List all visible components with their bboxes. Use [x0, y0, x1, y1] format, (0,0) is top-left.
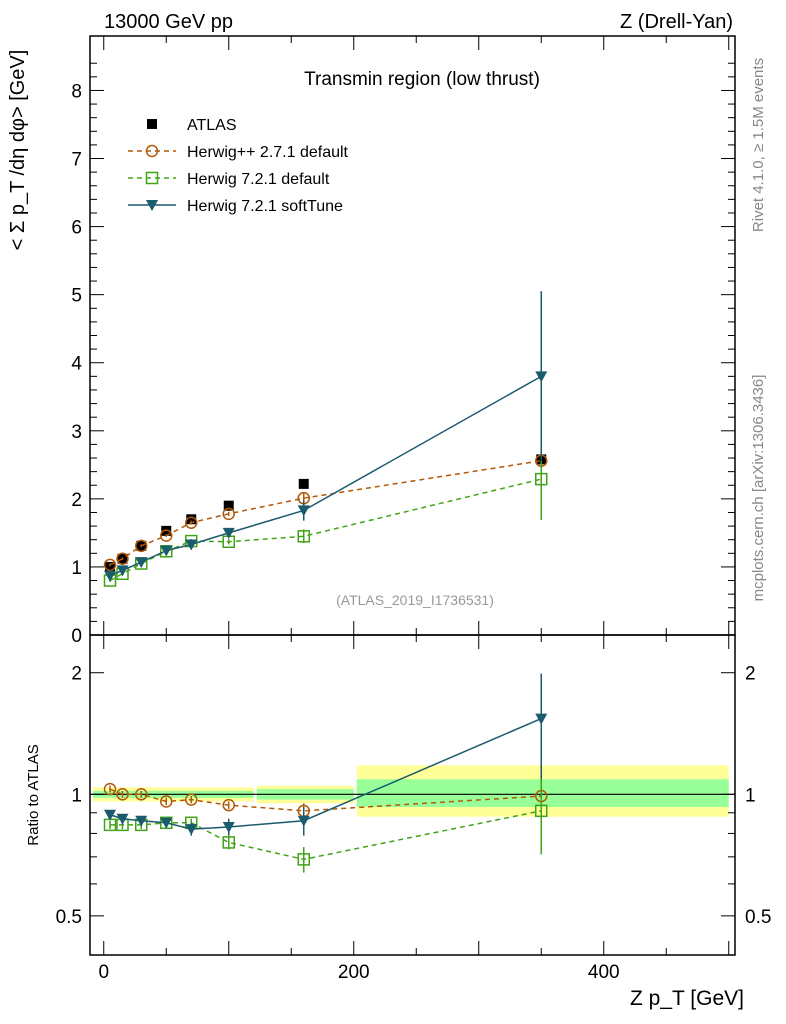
data-point: [223, 500, 234, 511]
uncertainty-band-inner: [356, 779, 729, 808]
mcplots-label: mcplots.cern.ch [arXiv:1306.3436]: [750, 375, 767, 602]
header-left: 13000 GeV pp: [104, 11, 233, 33]
y-tick-label: 4: [71, 354, 82, 375]
legend-label: Herwig 7.2.1 softTune: [187, 198, 343, 215]
legend-marker: [147, 119, 157, 129]
data-point: [185, 516, 198, 529]
y-tick-label: 1: [71, 558, 82, 579]
data-point: [222, 527, 235, 539]
data-point: [297, 505, 310, 517]
data-point: [160, 529, 173, 542]
ratio-data-point: [185, 824, 198, 836]
series-line: [109, 478, 542, 582]
data-point: [185, 539, 198, 551]
header-right: Z (Drell-Yan): [620, 11, 733, 33]
ratio-y-tick-label-right: 1: [745, 785, 756, 806]
ratio-data-point: [185, 793, 198, 806]
ratio-y-tick-label-right: 2: [745, 664, 756, 685]
data-point: [160, 545, 173, 557]
ratio-data-point: [160, 817, 173, 829]
y-tick-label: 8: [71, 81, 82, 102]
x-tick-label: 400: [588, 962, 620, 983]
legend-label: Herwig 7.2.1 default: [187, 171, 330, 188]
legend-entry: Herwig 7.2.1 softTune: [128, 198, 343, 215]
y-tick-label: 5: [71, 286, 82, 307]
data-point: [105, 561, 115, 572]
data-point: [104, 570, 116, 582]
data-point: [116, 552, 129, 566]
legend-entry: Herwig++ 2.7.1 default: [128, 144, 349, 161]
analysis-watermark: (ATLAS_2019_I1736531): [336, 592, 494, 608]
ratio-y-tick-label-right: 0.5: [745, 907, 771, 928]
data-point: [222, 507, 235, 521]
ratio-data-point: [297, 815, 310, 827]
ratio-data-point: [535, 713, 548, 725]
series-line: [109, 717, 542, 830]
y-axis-label: < Σ p_T /dη dφ> [GeV]: [7, 50, 29, 251]
ratio-data-point: [135, 815, 148, 827]
ratio-y-tick-label: 2: [71, 664, 82, 685]
legend-marker: [145, 144, 159, 158]
ratio-data-point: [222, 836, 235, 849]
data-point: [535, 472, 548, 486]
ratio-data-point: [103, 782, 117, 796]
ratio-y-tick-label: 1: [71, 785, 82, 806]
ratio-y-axis-label: Ratio to ATLAS: [25, 744, 42, 845]
data-point: [186, 514, 197, 525]
ratio-data-point: [160, 795, 173, 808]
legend-entry: Herwig 7.2.1 default: [128, 171, 330, 188]
y-tick-label: 7: [71, 150, 82, 171]
legend-marker: [146, 200, 158, 211]
data-point: [297, 530, 310, 543]
legend-entry: ATLAS: [187, 117, 237, 134]
ratio-data-point: [222, 821, 235, 833]
x-axis-label: Z p_T [GeV]: [630, 987, 744, 1010]
series-line: [109, 788, 542, 812]
chart-title: Transmin region (low thrust): [304, 69, 540, 90]
y-tick-label: 2: [71, 490, 82, 511]
data-point: [135, 557, 148, 569]
y-tick-label: 0: [71, 626, 82, 647]
ratio-data-point: [222, 798, 235, 812]
x-tick-label: 200: [338, 962, 370, 983]
series-line: [109, 375, 542, 577]
legend-marker: [145, 171, 159, 185]
data-point: [135, 539, 148, 553]
ratio-y-tick-label: 0.5: [56, 907, 82, 928]
series-line: [110, 810, 542, 861]
ratio-data-point: [535, 804, 548, 818]
legend-label: Herwig++ 2.7.1 default: [187, 144, 349, 161]
x-tick-label: 0: [98, 962, 109, 983]
y-tick-label: 6: [71, 218, 82, 239]
y-tick-label: 3: [71, 422, 82, 443]
ratio-data-point: [116, 788, 129, 801]
data-point: [116, 565, 129, 577]
ratio-data-point: [297, 853, 310, 866]
ratio-data-point: [104, 809, 116, 821]
ratio-plot-frame: [89, 634, 736, 956]
data-point: [298, 478, 309, 489]
ratio-data-point: [135, 788, 148, 801]
data-point: [535, 371, 548, 383]
rivet-label: Rivet 4.1.0, ≥ 1.5M events: [750, 58, 767, 232]
legend-label: ATLAS: [187, 117, 237, 134]
ratio-data-point: [116, 813, 129, 825]
data-point: [103, 558, 117, 572]
